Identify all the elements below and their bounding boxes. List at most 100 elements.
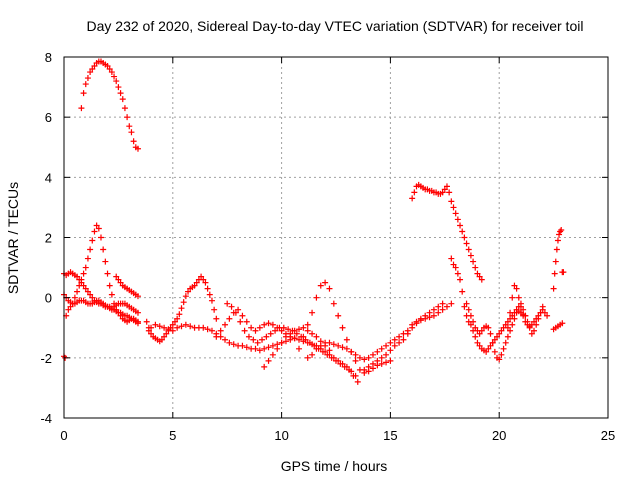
data-point [200,276,207,283]
data-point [509,294,516,301]
data-point [476,273,483,280]
data-point [134,309,141,316]
data-point [224,300,231,307]
data-point [309,330,316,337]
data-point [302,336,309,343]
data-point [222,321,229,328]
data-point [348,348,355,355]
data-point [145,327,152,334]
data-point [528,330,535,337]
data-point [496,356,503,363]
data-point [300,333,307,340]
data-point [533,315,540,322]
x-axis-label: GPS time / hours [281,458,388,474]
data-point [115,276,122,283]
data-point [119,96,126,103]
data-point [387,339,394,346]
data-point [309,309,316,316]
data-point [206,291,213,298]
data-point [108,69,115,76]
data-point [74,273,81,280]
series-arc-early [61,269,141,325]
data-point [502,321,509,328]
data-point [74,288,81,295]
data-point [104,270,111,277]
series-arc-late3 [463,300,546,363]
data-point [261,363,268,370]
data-point [350,372,357,379]
data-point [84,288,91,295]
data-point [541,309,548,316]
data-point [237,318,244,325]
data-point [185,288,192,295]
data-point [256,347,263,354]
data-point [441,186,448,193]
data-point [296,345,303,352]
data-point [300,324,307,331]
data-point [65,306,72,313]
y-tick-label: 4 [45,170,52,185]
data-point [335,342,342,349]
data-point [82,285,89,292]
data-point [365,363,372,370]
data-point [124,114,131,121]
data-point [343,345,350,352]
data-point [269,351,276,358]
data-point [500,345,507,352]
data-point [82,81,89,88]
data-point [104,63,111,70]
data-point [507,309,514,316]
data-point [551,270,558,277]
data-point [452,210,459,217]
data-point [313,345,320,352]
x-tick-label: 15 [383,428,397,443]
series-arc-end [550,226,567,292]
data-point [544,312,551,319]
data-point [553,246,560,253]
data-point [409,324,416,331]
data-point [230,341,237,348]
x-tick-label: 5 [169,428,176,443]
data-point [378,345,385,352]
x-tick-label: 0 [60,428,67,443]
data-points [61,58,567,385]
data-point [539,306,546,313]
data-point [311,342,318,349]
data-point [374,348,381,355]
data-point [304,321,311,328]
data-point [291,327,298,334]
data-point [178,323,185,330]
series-arc-mid1 [143,273,220,345]
data-point [560,269,567,276]
series-arc-late2 [448,255,529,355]
data-point [226,315,233,322]
data-point [134,293,141,300]
data-point [169,321,176,328]
series-arc-high [78,58,141,152]
data-point [489,339,496,346]
data-point [256,324,263,331]
y-tick-label: -4 [40,411,52,426]
data-point [535,312,542,319]
data-point [239,312,246,319]
data-point [457,276,464,283]
data-point [78,105,85,112]
data-point [513,285,520,292]
data-point [187,323,194,330]
data-point [330,341,337,348]
data-point [269,342,276,349]
data-point [461,303,468,310]
data-point [339,344,346,351]
data-point [158,336,165,343]
data-point [326,339,333,346]
chart-title: Day 232 of 2020, Sidereal Day-to-day VTE… [87,18,584,34]
series-arc-end2 [550,320,566,333]
data-point [333,357,339,364]
data-point [556,231,563,238]
data-point [319,348,326,355]
data-point [169,327,176,334]
data-point [182,293,189,300]
data-point [89,66,96,73]
data-point [478,276,485,283]
data-point [430,306,437,313]
